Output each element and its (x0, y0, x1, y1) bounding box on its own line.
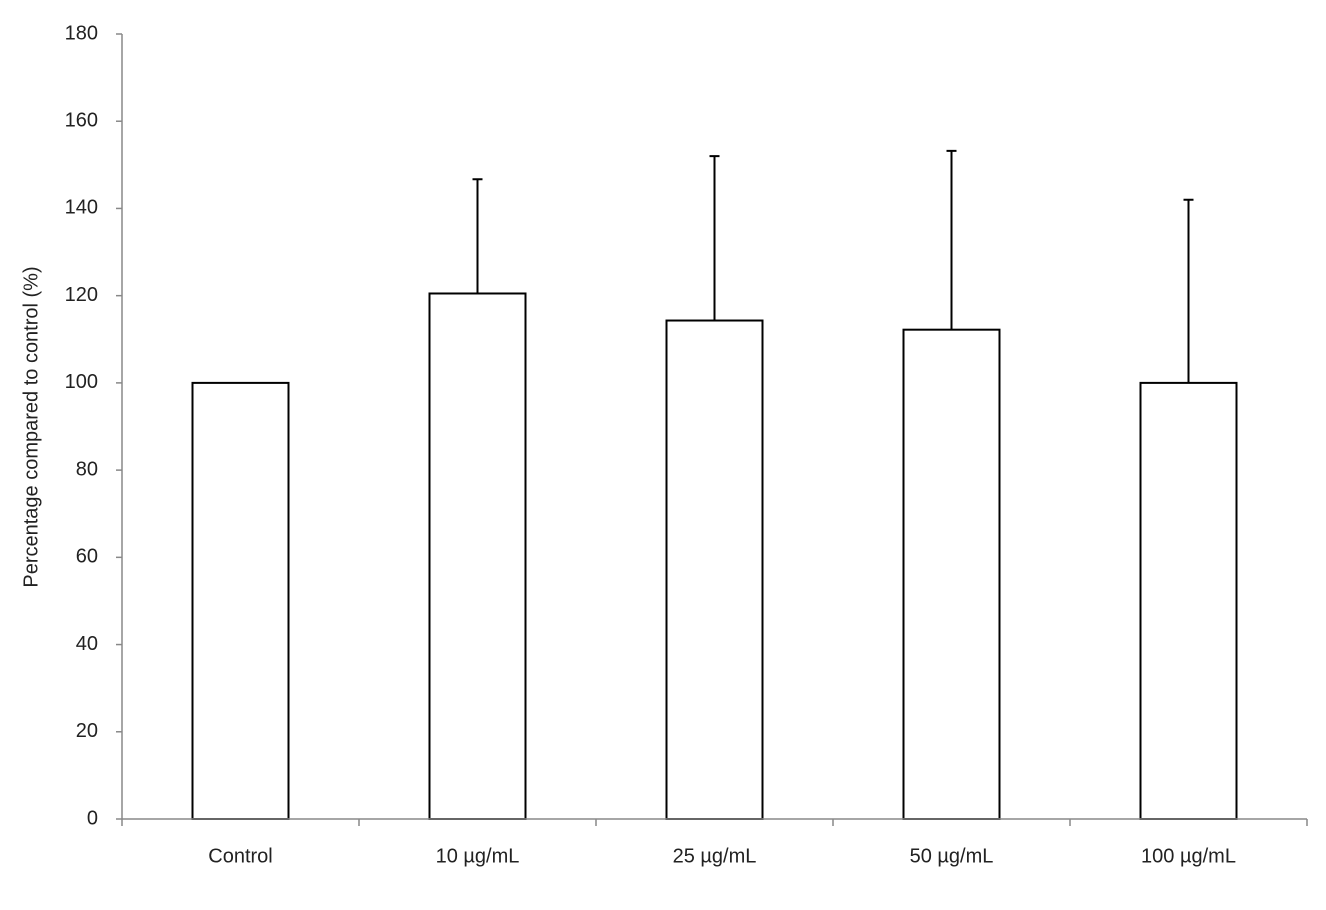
y-tick-label: 80 (76, 458, 98, 480)
bar (1139, 381, 1238, 820)
y-tick-label: 160 (65, 110, 98, 132)
y-tick-label: 0 (87, 807, 98, 829)
x-tick-label: 50 µg/mL (910, 845, 994, 867)
y-tick-label: 120 (65, 284, 98, 306)
x-tick-label: 10 µg/mL (436, 845, 520, 867)
y-tick-label: 180 (65, 22, 98, 44)
y-axis-label: Percentage compared to control (%) (20, 266, 42, 587)
y-tick-label: 100 (65, 371, 98, 393)
error-bar (1183, 198, 1194, 383)
x-tick-label: 100 µg/mL (1141, 845, 1236, 867)
bar (665, 319, 764, 820)
bar (902, 328, 1001, 820)
y-tick-label: 20 (76, 720, 98, 742)
y-tick-label: 140 (65, 197, 98, 219)
y-tick-label: 40 (76, 633, 98, 655)
x-tick-label: Control (208, 845, 272, 867)
y-tick-label: 60 (76, 546, 98, 568)
error-bar (709, 155, 720, 321)
error-bar (946, 149, 957, 330)
bar (191, 381, 290, 820)
bar (428, 292, 527, 821)
error-bar (472, 178, 483, 294)
x-tick-label: 25 µg/mL (673, 845, 757, 867)
